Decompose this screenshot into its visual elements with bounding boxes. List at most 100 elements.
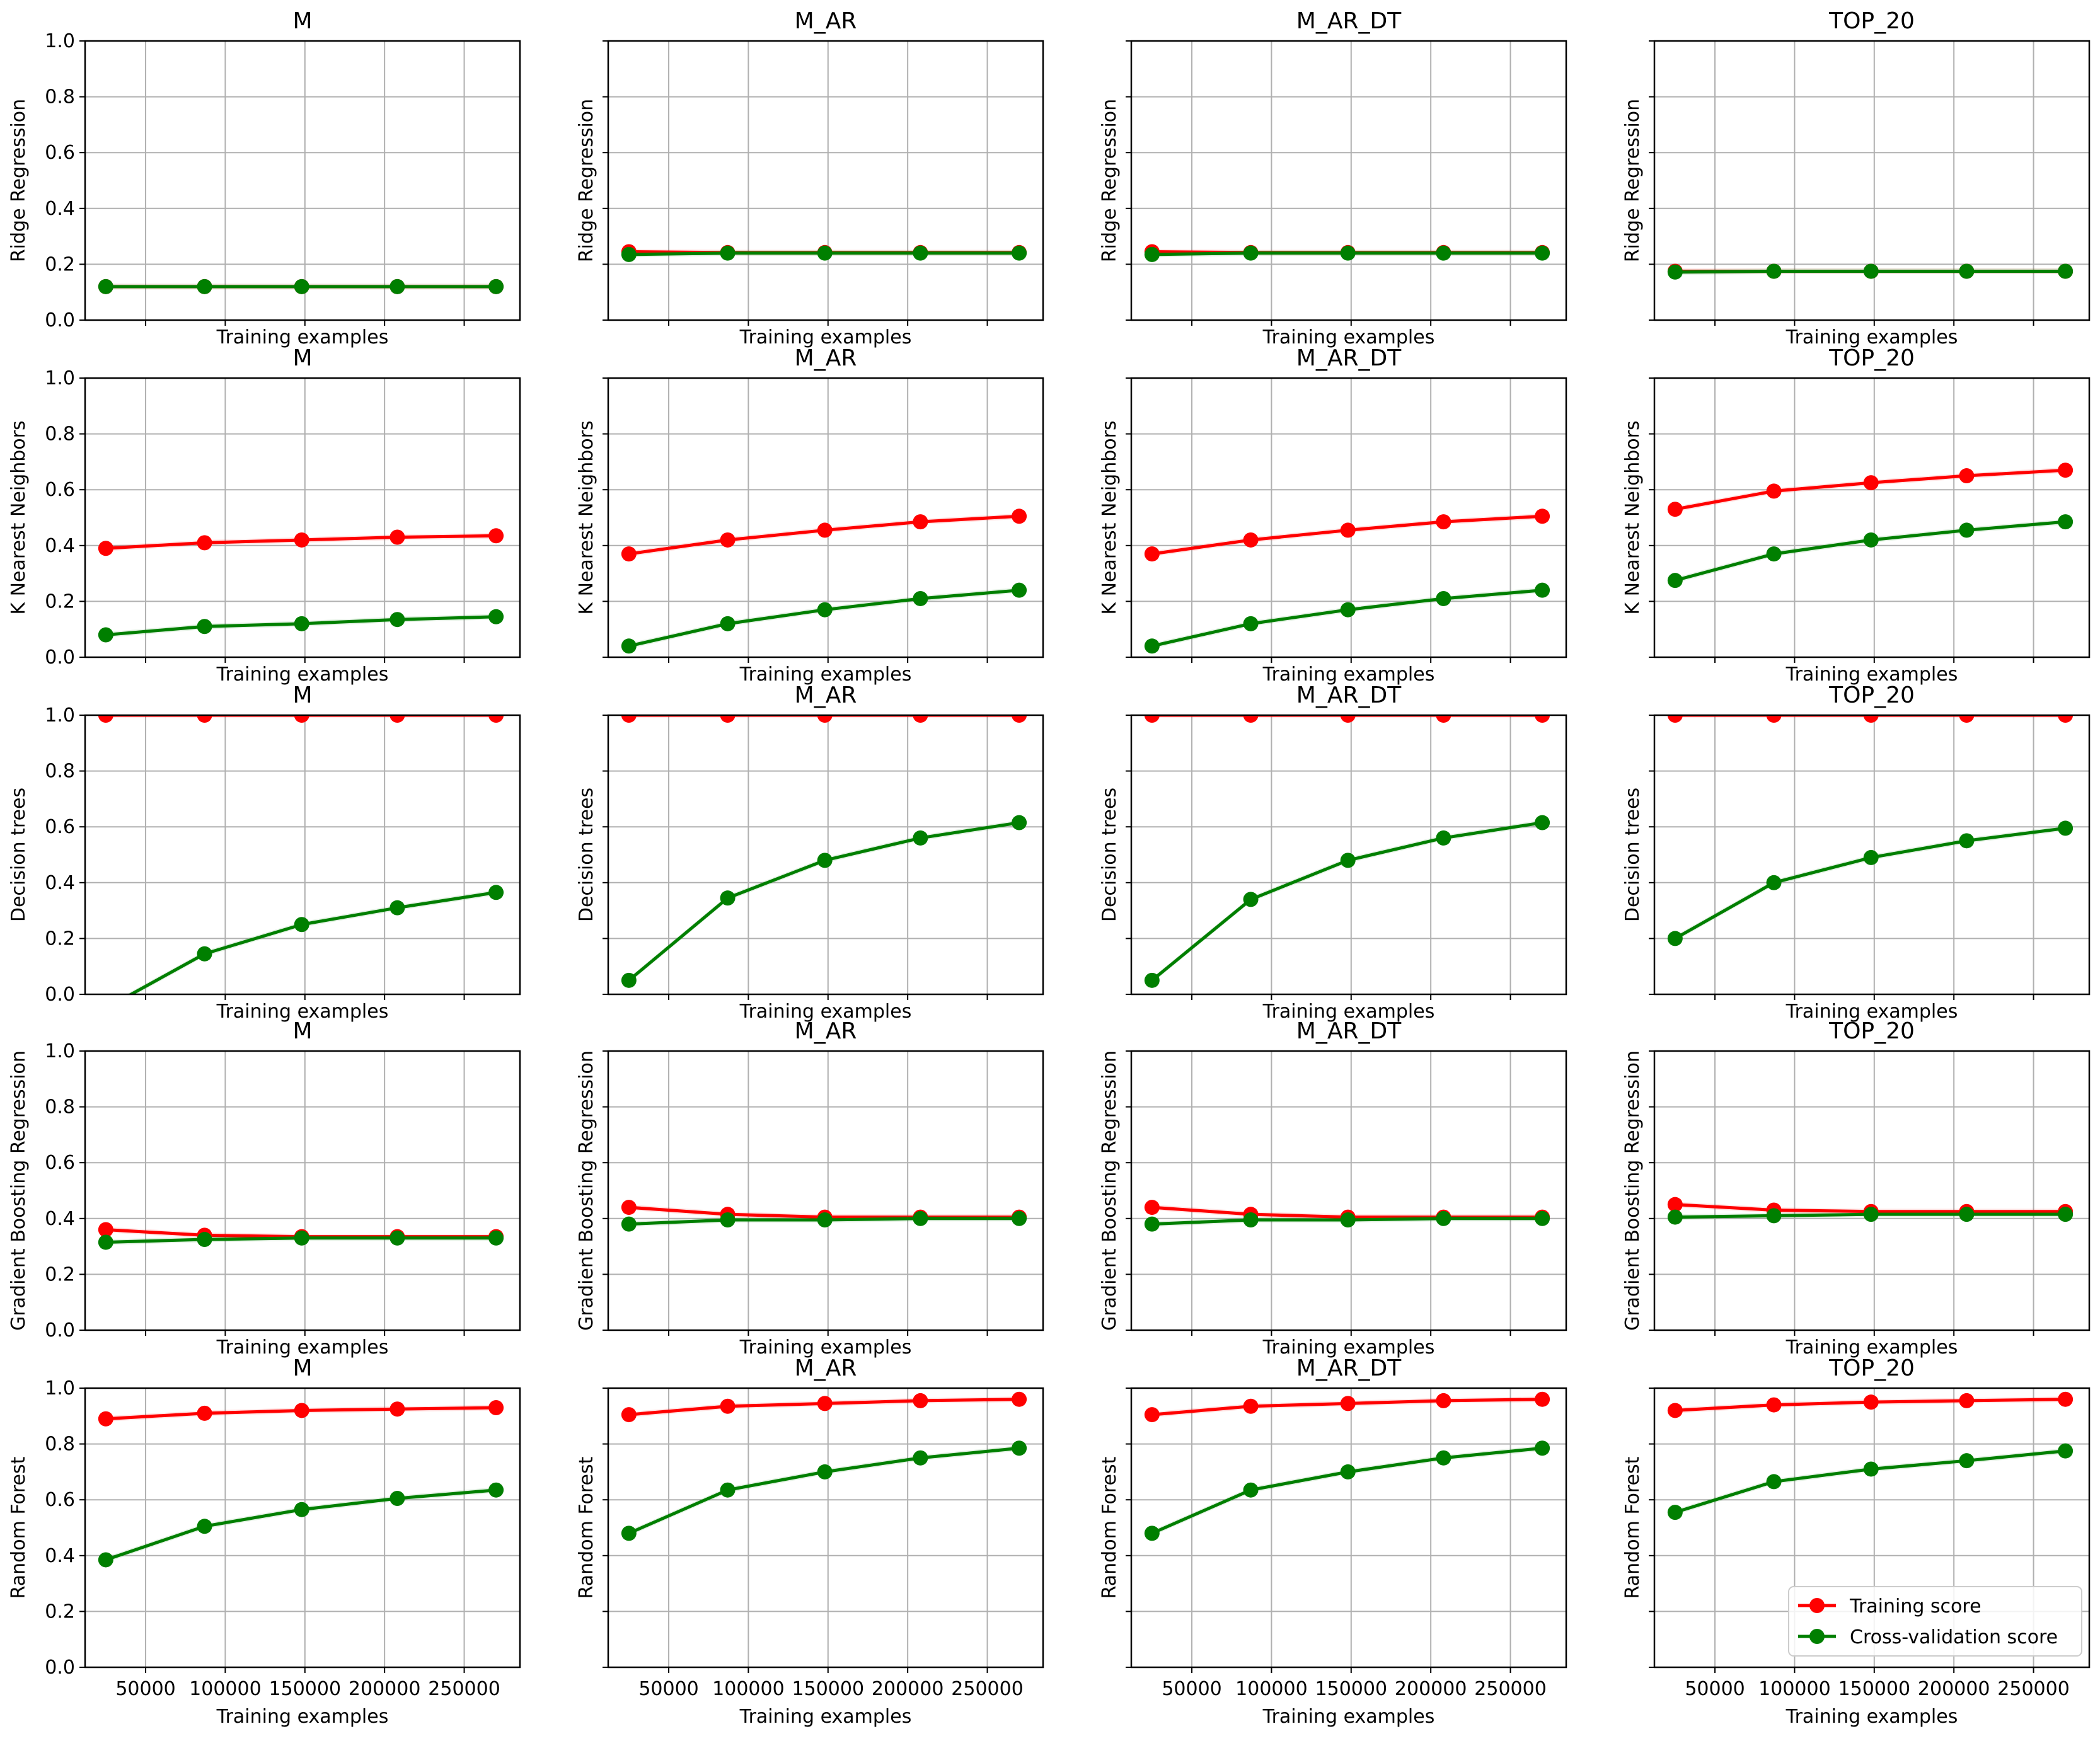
cv-score-point bbox=[1959, 1453, 1975, 1469]
x-tick-label: 100000 bbox=[712, 1678, 785, 1700]
series-group bbox=[621, 1391, 1027, 1541]
x-tick-label: 150000 bbox=[792, 1678, 865, 1700]
plot-frame bbox=[607, 1387, 1044, 1669]
cv-score-point bbox=[1535, 582, 1550, 598]
cv-score-point bbox=[1436, 830, 1451, 846]
training-score-point bbox=[389, 715, 405, 723]
cv-score-point bbox=[1766, 546, 1782, 562]
panel-r4-c4: TOP_20 Training examples Gradient Boosting… bbox=[1622, 1018, 2091, 1359]
cv-score-point bbox=[294, 279, 309, 294]
series-group bbox=[1144, 1391, 1550, 1541]
y-axis-label: Random Forest bbox=[1099, 1456, 1121, 1599]
y-tick-label: 0.4 bbox=[45, 198, 75, 220]
x-tick-label: 250000 bbox=[951, 1678, 1024, 1700]
training-score-point bbox=[98, 1222, 113, 1238]
cv-score-point bbox=[2058, 820, 2074, 836]
cv-score-point bbox=[817, 245, 833, 261]
plot-frame bbox=[84, 714, 521, 996]
x-tick-label: 50000 bbox=[638, 1678, 698, 1700]
y-tick-label: 0.6 bbox=[45, 479, 75, 501]
cv-score-point bbox=[389, 1230, 405, 1246]
training-score-point bbox=[1959, 1393, 1975, 1408]
x-tick-label: 50000 bbox=[115, 1678, 175, 1700]
training-score-point bbox=[98, 541, 113, 556]
cv-score-line bbox=[105, 1488, 497, 1561]
cv-score-point bbox=[197, 619, 212, 635]
x-axis-label: Training examples bbox=[739, 1706, 912, 1728]
x-axis-label: Training examples bbox=[216, 326, 389, 348]
cv-score-point bbox=[817, 602, 833, 618]
y-axis-label: Ridge Regression bbox=[1622, 99, 1644, 262]
series-group bbox=[621, 1200, 1027, 1232]
panel-title: M_AR bbox=[795, 345, 857, 371]
plot-frame bbox=[1653, 40, 2091, 321]
cv-score-point bbox=[1535, 1440, 1550, 1456]
training-score-point bbox=[197, 535, 212, 551]
y-tick-label: 0.6 bbox=[45, 816, 75, 838]
series-group bbox=[1667, 1197, 2074, 1225]
series-group bbox=[1144, 509, 1550, 654]
x-tick-label: 100000 bbox=[189, 1678, 262, 1700]
plot-frame bbox=[1653, 1387, 2091, 1669]
training-score-point bbox=[1667, 715, 1683, 723]
cv-score-point bbox=[1436, 590, 1451, 606]
training-score-point bbox=[720, 532, 736, 548]
legend-training-label: Training score bbox=[1849, 1595, 1982, 1617]
x-axis-label: Training examples bbox=[739, 1336, 912, 1359]
cv-score-point bbox=[1243, 245, 1259, 261]
series-group bbox=[621, 715, 1027, 988]
training-score-point bbox=[2058, 463, 2074, 478]
training-score-point bbox=[817, 522, 833, 538]
y-tick-label: 1.0 bbox=[45, 704, 75, 727]
panel-title: M bbox=[292, 1018, 312, 1044]
training-score-point bbox=[913, 1393, 928, 1408]
cv-score-point bbox=[913, 590, 928, 606]
training-score-point bbox=[389, 529, 405, 545]
cv-score-line bbox=[628, 821, 1020, 982]
cv-score-point bbox=[1243, 1212, 1259, 1228]
plot-frame bbox=[1653, 1050, 2091, 1331]
x-axis-label: Training examples bbox=[1786, 1336, 1958, 1359]
series-group bbox=[1144, 244, 1550, 262]
x-axis-label: Training examples bbox=[1262, 1706, 1435, 1728]
plot-frame bbox=[1130, 714, 1567, 996]
plot-frame bbox=[84, 1050, 521, 1331]
training-score-point bbox=[389, 1401, 405, 1417]
y-axis-label: K Nearest Neighbors bbox=[1622, 420, 1644, 614]
x-tick-label: 150000 bbox=[1838, 1678, 1911, 1700]
training-score-point bbox=[1340, 1396, 1356, 1411]
y-axis-label: Random Forest bbox=[575, 1456, 597, 1599]
y-tick-label: 0.4 bbox=[45, 535, 75, 557]
plot-frame bbox=[1653, 714, 2091, 996]
panel-r4-c1: 0.0 0.2 0.4 0.6 0.8 1.0 M Training examples Grad… bbox=[8, 1018, 521, 1359]
training-score-point bbox=[294, 1403, 309, 1418]
cv-score-point bbox=[720, 1482, 736, 1498]
cv-score-point bbox=[621, 1526, 637, 1541]
training-score-point bbox=[720, 1398, 736, 1414]
cv-score-point bbox=[2058, 263, 2074, 279]
panel-title: M bbox=[292, 1355, 312, 1381]
training-score-point bbox=[1766, 715, 1782, 723]
y-axis-label: Decision trees bbox=[8, 788, 30, 922]
training-score-point bbox=[1144, 546, 1160, 562]
cv-std-band bbox=[1675, 825, 2066, 941]
panel-r5-c2: 50000 100000 150000 200000 250000 M_AR Trainin… bbox=[575, 1355, 1044, 1728]
panel-r4-c2: M_AR Training examples Gradient Boosting R… bbox=[575, 1018, 1044, 1359]
cv-score-point bbox=[389, 612, 405, 628]
plot-frame bbox=[84, 40, 521, 321]
cv-score-point bbox=[1144, 972, 1160, 988]
y-tick-label: 0.4 bbox=[45, 1208, 75, 1230]
y-tick-label: 0.4 bbox=[45, 1545, 75, 1567]
cv-score-point bbox=[98, 627, 113, 643]
training-score-point bbox=[621, 1200, 637, 1215]
plot-frame bbox=[1130, 377, 1567, 658]
training-score-point bbox=[1144, 1200, 1160, 1215]
plot-frame bbox=[1130, 1050, 1567, 1331]
cv-score-line bbox=[628, 589, 1020, 648]
training-score-point bbox=[1340, 715, 1356, 723]
panel-r2-c1: 0.0 0.2 0.4 0.6 0.8 1.0 M Training examples K Ne… bbox=[8, 345, 521, 686]
plot-frame bbox=[607, 377, 1044, 658]
panel-r4-c3: M_AR_DT Training examples Gradient Boostin… bbox=[1099, 1018, 1567, 1359]
training-score-point bbox=[1863, 475, 1879, 491]
